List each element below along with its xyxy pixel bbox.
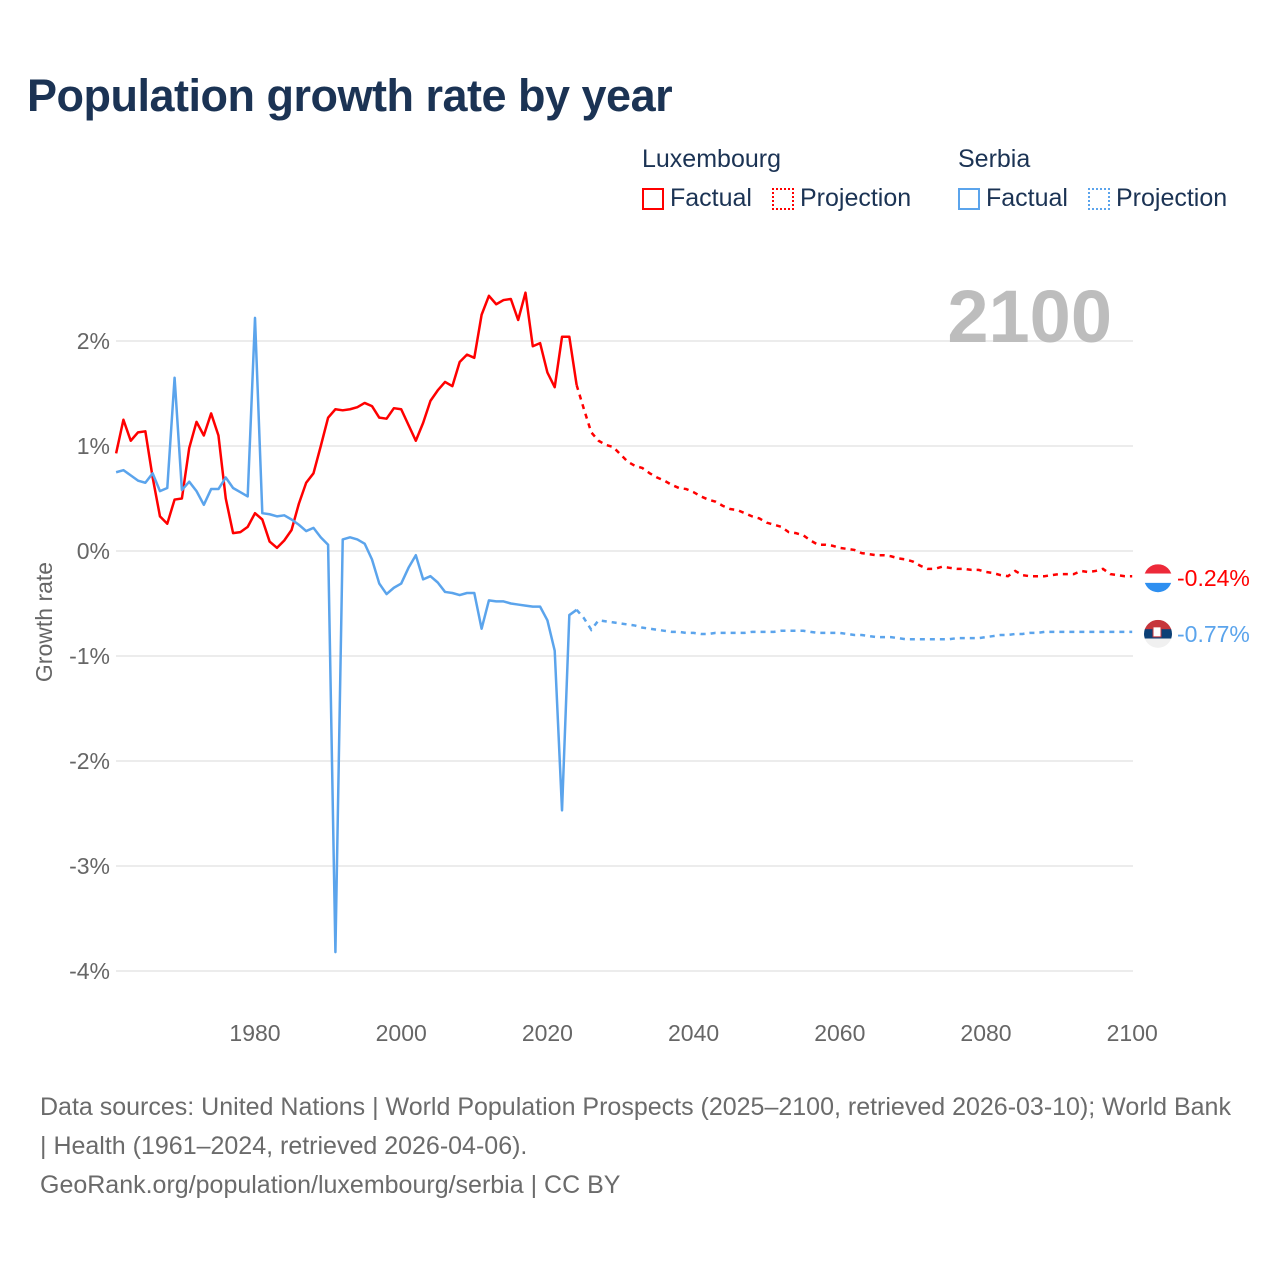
y-tick-label: 0% xyxy=(77,538,110,564)
legend-serbia-factual[interactable]: Factual xyxy=(958,184,1068,213)
legend-swatch-dotted xyxy=(1087,187,1110,210)
legend-label: Projection xyxy=(799,184,912,212)
x-tick-label: 2020 xyxy=(522,1020,573,1046)
series-luxembourg-projection xyxy=(575,384,1133,578)
legend-label: Projection xyxy=(1115,184,1228,212)
serbia-flag-icon xyxy=(1144,619,1172,648)
credit-link[interactable]: GeoRank.org/population/luxembourg/serbia… xyxy=(40,1171,621,1199)
coat-of-arms xyxy=(1152,626,1162,638)
x-tick-label: 1980 xyxy=(229,1020,280,1046)
y-tick-label: 1% xyxy=(77,433,110,459)
data-sources: Data sources: United Nations | World Pop… xyxy=(40,1093,1231,1160)
legend-luxembourg: Luxembourg Factual Projection xyxy=(642,145,925,213)
series-luxembourg-factual xyxy=(114,291,578,550)
series-serbia-projection xyxy=(575,608,1133,641)
end-value-label: -0.77% xyxy=(1177,621,1250,647)
year-label: 2100 xyxy=(947,275,1112,358)
legend-swatch-solid xyxy=(642,187,664,210)
legend-label: Factual xyxy=(986,184,1068,212)
legend-swatch-solid xyxy=(958,187,980,210)
y-tick-label: 2% xyxy=(77,328,110,354)
legend-swatch-dotted xyxy=(771,187,794,210)
end-value-label: -0.24% xyxy=(1177,565,1250,591)
legend-serbia-projection[interactable]: Projection xyxy=(1087,184,1228,213)
legend-group-name: Serbia xyxy=(958,145,1031,173)
flag-stripe xyxy=(1144,582,1172,593)
x-tick-label: 2040 xyxy=(668,1020,719,1046)
x-tick-label: 2100 xyxy=(1107,1020,1158,1046)
footer: Data sources: United Nations | World Pop… xyxy=(40,1088,1240,1205)
y-tick-label: -1% xyxy=(69,643,110,669)
x-tick-label: 2080 xyxy=(960,1020,1011,1046)
luxembourg-flag-icon xyxy=(1144,564,1172,593)
y-tick-label: -4% xyxy=(69,958,110,984)
y-tick-label: -3% xyxy=(69,853,110,879)
series-serbia-factual xyxy=(115,316,578,954)
legend-serbia: Serbia Factual Projection xyxy=(958,145,1241,213)
flag-stripe xyxy=(1144,564,1172,575)
flag-stripe xyxy=(1144,619,1172,630)
flag-stripe xyxy=(1144,638,1172,648)
y-axis-label: Growth rate xyxy=(31,562,57,682)
legend-luxembourg-factual[interactable]: Factual xyxy=(642,184,752,213)
y-tick-label: -2% xyxy=(69,748,110,774)
flag-stripe xyxy=(1144,573,1172,584)
chart-title: Population growth rate by year xyxy=(27,70,673,121)
x-tick-label: 2000 xyxy=(376,1020,427,1046)
legend-label: Factual xyxy=(670,184,752,212)
legend-group-name: Luxembourg xyxy=(642,145,781,173)
x-tick-label: 2060 xyxy=(814,1020,865,1046)
legend-luxembourg-projection[interactable]: Projection xyxy=(771,184,912,213)
